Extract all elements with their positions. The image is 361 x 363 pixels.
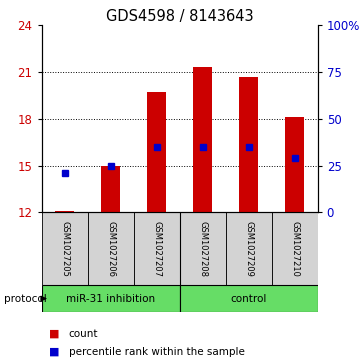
Text: percentile rank within the sample: percentile rank within the sample bbox=[69, 347, 244, 357]
Bar bbox=[42, 285, 180, 312]
Text: ■: ■ bbox=[49, 347, 59, 357]
Text: ■: ■ bbox=[49, 329, 59, 339]
Text: GSM1027209: GSM1027209 bbox=[244, 221, 253, 277]
Bar bbox=[88, 212, 134, 285]
Text: count: count bbox=[69, 329, 98, 339]
Text: GSM1027207: GSM1027207 bbox=[152, 221, 161, 277]
Text: control: control bbox=[230, 294, 267, 303]
Bar bbox=[101, 166, 120, 212]
Bar bbox=[239, 77, 258, 212]
Bar bbox=[147, 93, 166, 212]
Bar bbox=[180, 212, 226, 285]
Bar bbox=[180, 285, 318, 312]
Bar bbox=[286, 117, 304, 212]
Title: GDS4598 / 8143643: GDS4598 / 8143643 bbox=[106, 9, 253, 24]
Bar bbox=[193, 68, 212, 212]
Text: GSM1027205: GSM1027205 bbox=[60, 221, 69, 277]
Bar bbox=[55, 211, 74, 212]
Text: miR-31 inhibition: miR-31 inhibition bbox=[66, 294, 155, 303]
Text: GSM1027208: GSM1027208 bbox=[198, 221, 207, 277]
Bar bbox=[42, 212, 88, 285]
Text: GSM1027206: GSM1027206 bbox=[106, 221, 115, 277]
Text: protocol: protocol bbox=[4, 294, 46, 303]
Bar bbox=[272, 212, 318, 285]
Bar bbox=[226, 212, 272, 285]
Text: GSM1027210: GSM1027210 bbox=[290, 221, 299, 277]
Bar bbox=[134, 212, 180, 285]
